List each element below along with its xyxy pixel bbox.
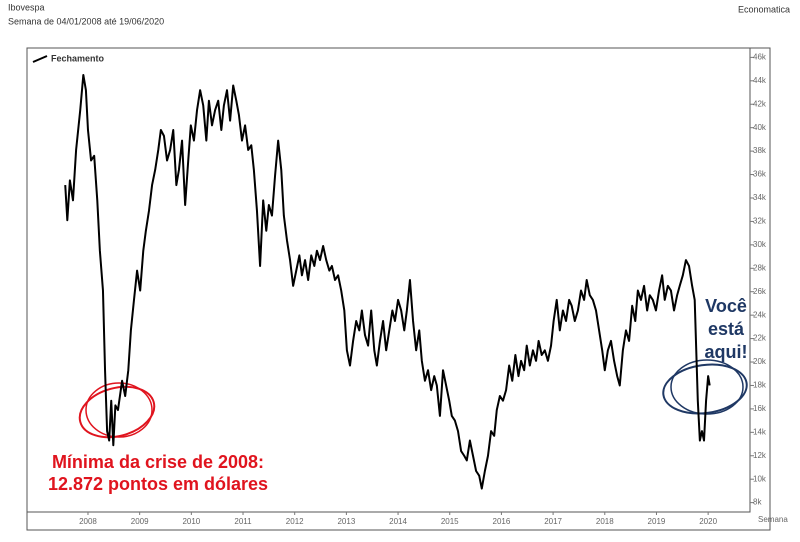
annotation: Mínima da crise de 2008: xyxy=(52,452,264,472)
y-tick-label: 8k xyxy=(753,498,762,507)
y-tick-label: 36k xyxy=(753,170,767,179)
y-tick-label: 30k xyxy=(753,240,767,249)
y-tick-label: 14k xyxy=(753,427,767,436)
y-tick-label: 18k xyxy=(753,381,767,390)
y-tick-label: 12k xyxy=(753,451,767,460)
y-tick-label: 40k xyxy=(753,123,767,132)
y-tick-label: 42k xyxy=(753,99,767,108)
x-tick-label: 2020 xyxy=(699,517,717,526)
y-tick-label: 28k xyxy=(753,263,767,272)
x-tick-label: 2008 xyxy=(79,517,97,526)
annotation: 12.872 pontos em dólares xyxy=(48,474,268,494)
y-tick-label: 34k xyxy=(753,193,767,202)
x-tick-label: 2017 xyxy=(544,517,562,526)
x-tick-label: 2009 xyxy=(131,517,149,526)
y-tick-label: 24k xyxy=(753,310,767,319)
highlight-circle xyxy=(662,363,748,415)
y-tick-label: 20k xyxy=(753,357,767,366)
y-tick-label: 22k xyxy=(753,334,767,343)
source: Economatica xyxy=(738,4,790,14)
y-tick-label: 38k xyxy=(753,146,767,155)
x-tick-label: 2019 xyxy=(648,517,666,526)
x-tick-label: 2015 xyxy=(441,517,459,526)
annotation: aqui! xyxy=(705,342,748,362)
y-tick-label: 46k xyxy=(753,52,767,61)
x-tick-label: 2014 xyxy=(389,517,407,526)
x-tick-label: 2012 xyxy=(286,517,304,526)
x-tick-label: 2010 xyxy=(182,517,200,526)
x-tick-label: 2016 xyxy=(493,517,511,526)
legend-swatch xyxy=(32,55,48,63)
x-axis-label: Semana xyxy=(758,515,788,524)
y-tick-label: 32k xyxy=(753,217,767,226)
x-tick-label: 2018 xyxy=(596,517,614,526)
highlight-circle xyxy=(85,382,153,438)
y-tick-label: 26k xyxy=(753,287,767,296)
plot-frame xyxy=(26,47,751,513)
x-tick-label: 2011 xyxy=(234,517,252,526)
highlight-circle xyxy=(78,385,156,439)
legend-label: Fechamento xyxy=(51,53,105,63)
chart-subtitle: Semana de 04/01/2008 até 19/06/2020 xyxy=(8,16,164,26)
y-tick-label: 44k xyxy=(753,76,767,85)
price-line xyxy=(64,73,711,490)
y-tick-label: 10k xyxy=(753,474,767,483)
annotation: Você xyxy=(705,296,747,316)
annotation: está xyxy=(708,319,745,339)
highlight-circle xyxy=(670,359,744,415)
y-tick-label: 16k xyxy=(753,404,767,413)
x-tick-label: 2013 xyxy=(337,517,355,526)
chart-title: Ibovespa xyxy=(8,2,45,12)
